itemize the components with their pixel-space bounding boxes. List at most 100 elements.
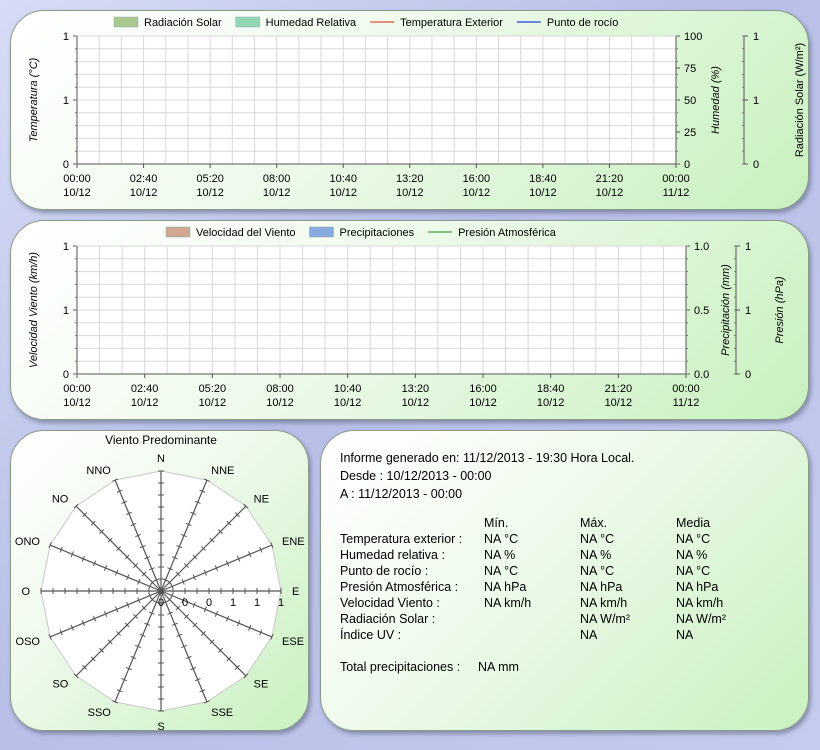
rose-tick <box>116 489 123 493</box>
y-right-tick-label: 0.0 <box>694 369 709 381</box>
rose-tick <box>234 512 240 518</box>
report-avg-value: NA % <box>676 548 708 562</box>
x-tick-date: 10/12 <box>529 187 557 199</box>
x-tick-date: 10/12 <box>263 187 291 199</box>
y-right2-tick-label: 1 <box>753 95 759 107</box>
rose-direction-label: NNE <box>211 465 234 477</box>
report-min-value: NA °C <box>484 532 519 546</box>
rose-tick <box>125 666 132 671</box>
wind-rose-chart: Viento Predominante N NNE NE ENE E ESE SE SSE S SS… <box>15 433 305 730</box>
rose-tick <box>133 563 139 569</box>
rose-tick <box>116 546 122 552</box>
legend-item: Velocidad del Viento <box>165 226 296 239</box>
y-right2-tick-label: 1 <box>745 305 751 317</box>
x-tick-date: 10/12 <box>131 397 159 409</box>
report-avg-value: NA km/h <box>676 596 724 610</box>
x-tick-date: 10/12 <box>63 397 91 409</box>
legend-item: Temperatura Exterior <box>370 17 503 29</box>
report-min-value: NA % <box>484 548 516 562</box>
x-tick-date: 10/12 <box>402 397 430 409</box>
rose-tick <box>226 656 232 662</box>
legend-label: Humedad Relativa <box>266 17 357 29</box>
rose-tick <box>217 647 223 653</box>
rose-tick <box>209 537 215 543</box>
report-min-value: NA °C <box>484 564 519 578</box>
rose-tick <box>126 574 130 581</box>
rose-tick <box>203 700 210 704</box>
rose-tick <box>107 639 113 645</box>
rose-direction-label: OSO <box>16 636 41 648</box>
report-row-label: Velocidad Viento : <box>340 596 440 610</box>
x-tick-date: 10/12 <box>537 397 565 409</box>
legend-swatch <box>165 226 191 238</box>
x-tick-date: 10/12 <box>605 397 633 409</box>
x-tick-date: 10/12 <box>469 397 497 409</box>
rose-tick <box>92 560 97 567</box>
rose-direction-label: SSE <box>211 707 233 719</box>
rose-tick <box>192 622 198 628</box>
rose-radial-label: 0 <box>206 597 212 609</box>
y-left-tick-label: 1 <box>63 305 69 317</box>
y-right-tick-label: 100 <box>684 31 702 43</box>
rose-tick <box>135 533 142 538</box>
legend-item: Radiación Solar <box>113 16 222 29</box>
rose-tick <box>141 605 147 611</box>
rose-tick <box>135 644 142 649</box>
x-tick-date: 10/12 <box>329 187 357 199</box>
rose-direction-label: E <box>292 586 299 598</box>
x-tick-label: 02:40 <box>130 173 158 185</box>
legend-label: Temperatura Exterior <box>400 17 503 29</box>
rose-tick <box>99 647 105 653</box>
rose-tick <box>81 620 86 627</box>
report-min-value: NA km/h <box>484 596 532 610</box>
rose-radial-label: 1 <box>230 597 236 609</box>
report-column-header: Media <box>676 516 711 530</box>
x-tick-date: 10/12 <box>596 187 624 199</box>
y-right2-axis-label: Radiación Solar (W/m²) <box>794 43 806 157</box>
rose-tick <box>192 574 196 581</box>
x-tick-label: 21:20 <box>605 383 633 395</box>
x-tick-label: 08:00 <box>266 383 294 395</box>
rose-tick <box>175 605 181 611</box>
legend-item: Punto de rocío <box>516 17 618 29</box>
legend-label: Radiación Solar <box>144 17 222 29</box>
legend-swatch <box>113 16 139 28</box>
rose-tick <box>115 606 119 613</box>
rose-radial-label: 0 <box>182 597 188 609</box>
x-tick-date: 11/12 <box>663 187 690 199</box>
wind-rain-pressure-chart: Velocidad del Viento Precipitaciones Presi… <box>28 226 786 409</box>
rose-tick <box>176 633 183 637</box>
rose-direction-label: NNO <box>86 465 111 477</box>
x-tick-date: 10/12 <box>63 187 91 199</box>
rose-tick <box>183 613 189 619</box>
rose-tick <box>203 478 210 482</box>
x-tick-date: 10/12 <box>196 187 224 199</box>
rose-tick <box>112 700 119 704</box>
rose-tick <box>183 563 189 569</box>
report-max-value: NA °C <box>580 532 615 546</box>
report-row-label: Temperatura exterior : <box>340 532 463 546</box>
rose-direction-label: ENE <box>282 536 305 548</box>
rose-tick <box>59 629 63 636</box>
rose-tick <box>82 664 88 670</box>
rose-tick <box>90 520 96 526</box>
rose-direction-label: S <box>157 721 164 730</box>
rose-direction-label: SSO <box>88 707 112 719</box>
temperature-humidity-chart-panel: Radiación Solar Humedad Relativa Temperatu… <box>10 10 809 210</box>
rose-tick <box>139 633 146 637</box>
rose-tick <box>103 565 108 572</box>
legend-item: Precipitaciones <box>309 226 415 239</box>
rose-tick <box>167 567 174 571</box>
rose-tick <box>59 546 63 553</box>
y-left-tick-label: 1 <box>63 31 69 43</box>
rose-tick <box>248 624 252 631</box>
wind-rain-pressure-chart-panel: Velocidad del Viento Precipitaciones Presi… <box>10 220 809 420</box>
report-max-value: NA W/m² <box>580 612 630 626</box>
x-tick-label: 00:00 <box>662 173 690 185</box>
y-right-axis-label: Humedad (%) <box>710 66 722 134</box>
legend-label: Precipitaciones <box>340 227 415 239</box>
rose-tick <box>130 522 137 527</box>
report-max-value: NA km/h <box>580 596 628 610</box>
x-tick-date: 10/12 <box>463 187 491 199</box>
rose-tick <box>171 556 178 560</box>
